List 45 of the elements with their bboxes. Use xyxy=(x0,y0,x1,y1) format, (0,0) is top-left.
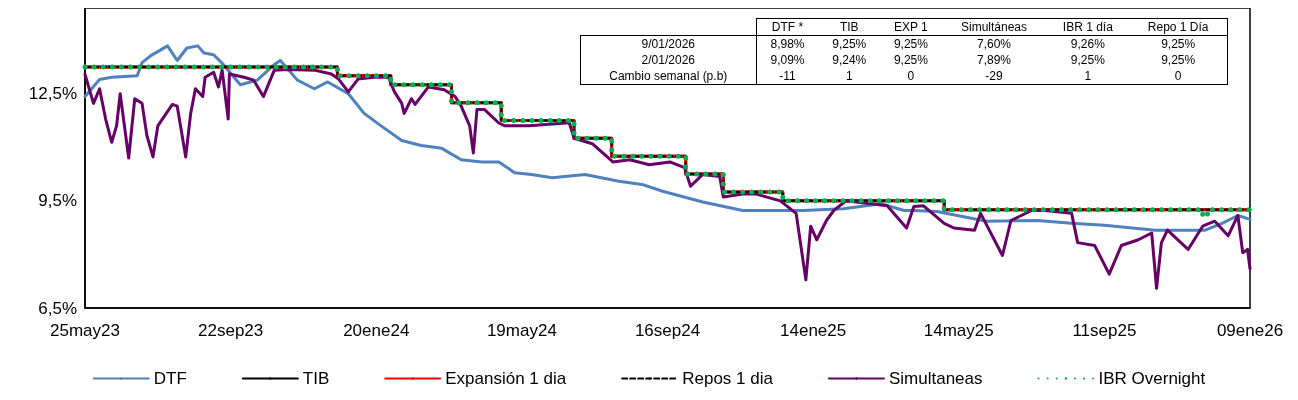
x-tick-label: 09ene26 xyxy=(1216,321,1284,340)
annotation: 8,98% xyxy=(756,35,819,52)
annotation: 9,09% xyxy=(756,52,819,68)
legend-label: Repos 1 dia xyxy=(682,369,774,388)
annotation: Simultáneas xyxy=(941,18,1047,36)
annotation: 9,25% xyxy=(892,52,929,68)
x-tick-label: 14ene25 xyxy=(780,321,847,340)
legend-label: Simultaneas xyxy=(888,369,983,388)
annotation: 9,24% xyxy=(831,52,868,68)
y-tick-label: 6,5% xyxy=(38,298,77,318)
annotation: 9,25% xyxy=(1069,52,1106,68)
annotation: 2/01/2026 xyxy=(580,52,757,68)
x-tick-label: 25may23 xyxy=(50,321,120,340)
x-tick-label: 11sep25 xyxy=(1072,321,1137,340)
y-tick-label: 12,5% xyxy=(28,84,77,104)
annotation: 9,25% xyxy=(892,36,929,52)
annotation: 9,26% xyxy=(1069,36,1106,52)
legend-label: IBR Overnight xyxy=(1098,369,1206,388)
annotation: 0 xyxy=(1129,68,1228,85)
legend-label: TIB xyxy=(302,369,330,388)
annotation: 9/01/2026 xyxy=(580,35,757,52)
annotation: 7,89% xyxy=(975,52,1012,68)
annotation: Cambio semanal (p.b) xyxy=(580,68,757,85)
x-tick-label: 19may24 xyxy=(486,321,557,340)
annotation: -29 xyxy=(941,68,1047,85)
x-tick-label: 16sep24 xyxy=(634,321,701,340)
annotation: 9,25% xyxy=(1129,35,1228,52)
annotation: 0 xyxy=(880,68,942,85)
annotation: 7,60% xyxy=(975,36,1012,52)
annotation: 1 xyxy=(818,68,881,85)
annotation: 1 xyxy=(1046,68,1130,85)
x-tick-label: 20ene24 xyxy=(343,321,410,340)
annotation: Repo 1 Día xyxy=(1129,18,1228,36)
annotation: TIB xyxy=(818,18,881,36)
legend-label: Expansión 1 dia xyxy=(445,369,567,388)
x-tick-label: 22sep23 xyxy=(198,321,264,340)
annotation: EXP 1 xyxy=(880,18,942,36)
annotation: 9,25% xyxy=(831,36,868,52)
legend-label: DTF xyxy=(153,369,187,388)
annotation: -11 xyxy=(756,68,819,85)
y-tick-label: 9,5% xyxy=(38,191,77,211)
annotation: IBR 1 día xyxy=(1046,18,1130,36)
annotation: 9,25% xyxy=(1129,52,1228,68)
annotation: DTF * xyxy=(756,18,819,36)
x-tick-label: 14may25 xyxy=(923,321,994,340)
